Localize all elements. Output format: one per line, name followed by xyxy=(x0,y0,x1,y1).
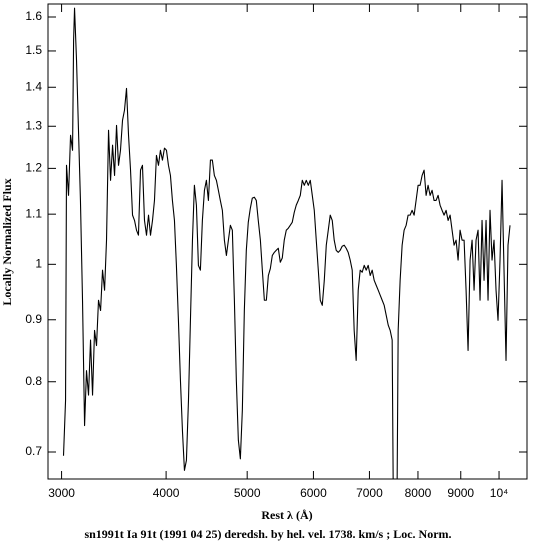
caption: sn1991t Ia 91t (1991 04 25) deredsh. by … xyxy=(84,527,451,541)
y-tick-label: 1.1 xyxy=(25,206,42,220)
y-tick-label: 0.8 xyxy=(25,374,42,388)
y-tick-label: 1.6 xyxy=(25,9,42,23)
y-tick-label: 1 xyxy=(35,256,42,270)
x-tick-label: 6000 xyxy=(300,486,327,500)
x-tick-label: 10⁴ xyxy=(490,486,509,500)
x-axis-label: Rest λ (Å) xyxy=(261,508,312,522)
x-tick-label: 7000 xyxy=(356,486,383,500)
x-tick-label: 8000 xyxy=(405,486,432,500)
y-tick-label: 1.4 xyxy=(25,79,42,93)
y-tick-label: 1.2 xyxy=(25,161,42,175)
plot-frame xyxy=(47,3,528,480)
x-tick-label: 3000 xyxy=(48,486,75,500)
y-tick-label: 0.7 xyxy=(25,444,42,458)
y-tick-label: 1.3 xyxy=(25,118,42,132)
y-tick-label: 1.5 xyxy=(25,43,42,57)
spectrum-line xyxy=(62,7,511,480)
x-tick-label: 5000 xyxy=(234,486,261,500)
x-tick-label: 9000 xyxy=(447,486,474,500)
y-axis-label: Locally Normalized Flux xyxy=(0,178,14,305)
x-tick-label: 4000 xyxy=(153,486,180,500)
y-tick-label: 0.9 xyxy=(25,312,42,326)
